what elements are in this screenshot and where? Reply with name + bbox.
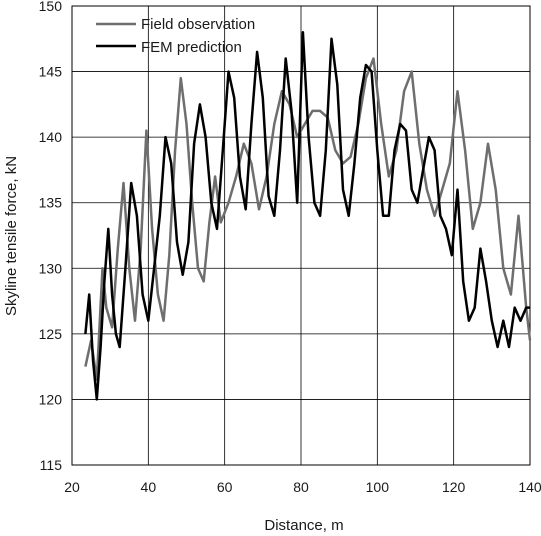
y-tick-label: 120: [39, 391, 63, 407]
y-tick-label: 125: [39, 326, 63, 342]
legend-label-fem-prediction: FEM prediction: [141, 39, 242, 56]
x-tick-label: 100: [366, 479, 390, 495]
y-tick-label: 115: [40, 457, 63, 473]
x-tick-label: 140: [518, 479, 541, 495]
x-tick-label: 60: [217, 479, 233, 495]
x-tick-label: 20: [64, 479, 80, 495]
legend: Field observation FEM prediction: [96, 16, 255, 56]
x-axis-title: Distance, m: [264, 517, 343, 534]
plot-frame: [71, 5, 531, 466]
series-line-fem-prediction: [84, 30, 530, 401]
x-tick-label: 120: [442, 479, 466, 495]
x-tick-label: 80: [293, 479, 309, 495]
y-tick-labels: 115 120 125 130 135 140 145 150: [39, 0, 63, 473]
series-lines: [84, 30, 532, 401]
y-tick-label: 135: [39, 195, 63, 211]
y-tick-label: 140: [39, 129, 63, 145]
legend-label-field-observation: Field observation: [141, 16, 255, 33]
y-tick-label: 150: [39, 0, 63, 14]
x-tick-label: 40: [141, 479, 157, 495]
series-line-field-observation: [84, 57, 532, 382]
x-tick-labels: 20 40 60 80 100 120 140: [64, 479, 541, 495]
y-tick-label: 145: [39, 64, 63, 80]
y-axis-title: Skyline tensile force, kN: [3, 156, 20, 316]
y-tick-label: 130: [39, 260, 63, 276]
